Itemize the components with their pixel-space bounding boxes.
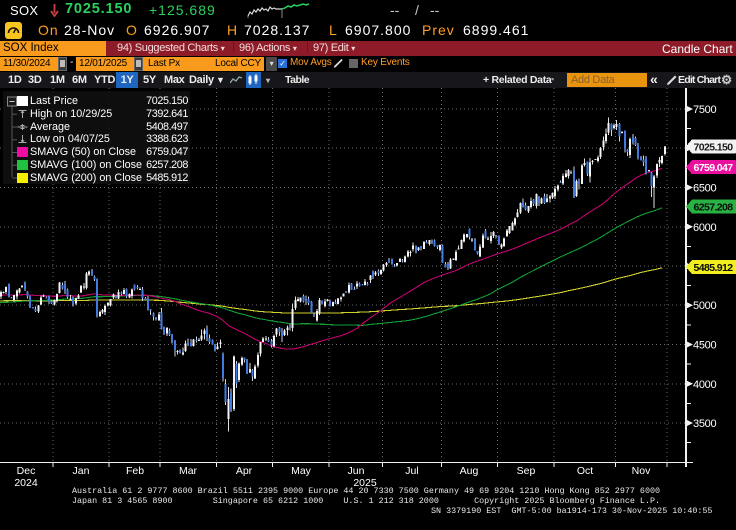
svg-text:Mar: Mar <box>179 465 198 477</box>
svg-text:4000: 4000 <box>693 379 716 391</box>
svg-text:7500: 7500 <box>693 104 716 116</box>
svg-text:6500: 6500 <box>693 183 716 195</box>
svg-text:Jul: Jul <box>405 465 418 477</box>
svg-text:Aug: Aug <box>460 465 479 477</box>
svg-text:Jun: Jun <box>348 465 365 477</box>
svg-text:Jan: Jan <box>73 465 90 477</box>
svg-text:2025: 2025 <box>353 477 377 489</box>
svg-text:Feb: Feb <box>126 465 144 477</box>
svg-text:5485.912: 5485.912 <box>694 262 734 274</box>
svg-text:Sep: Sep <box>517 465 536 477</box>
svg-text:5000: 5000 <box>693 300 716 312</box>
svg-text:Apr: Apr <box>236 465 253 477</box>
svg-text:2024: 2024 <box>14 477 38 489</box>
svg-text:6257.208: 6257.208 <box>694 202 734 214</box>
svg-text:Nov: Nov <box>632 465 651 477</box>
svg-text:Dec: Dec <box>17 465 36 477</box>
svg-text:4500: 4500 <box>693 340 716 352</box>
svg-text:Oct: Oct <box>577 465 593 477</box>
svg-text:7025.150: 7025.150 <box>694 141 734 153</box>
svg-text:3500: 3500 <box>693 418 716 430</box>
svg-text:6759.047: 6759.047 <box>694 162 734 174</box>
svg-text:May: May <box>291 465 312 477</box>
svg-text:6000: 6000 <box>693 222 716 234</box>
